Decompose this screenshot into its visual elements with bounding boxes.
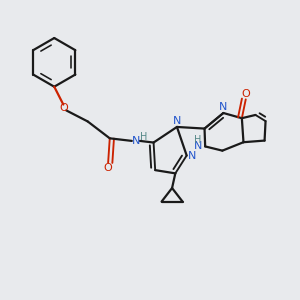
Text: N: N xyxy=(219,102,227,112)
Text: H: H xyxy=(194,135,202,145)
Text: O: O xyxy=(242,88,250,98)
Text: N: N xyxy=(173,116,181,126)
Text: H: H xyxy=(140,132,148,142)
Text: O: O xyxy=(104,163,112,173)
Text: N: N xyxy=(131,136,140,146)
Text: N: N xyxy=(194,141,202,152)
Text: O: O xyxy=(59,103,68,113)
Text: N: N xyxy=(188,151,196,160)
